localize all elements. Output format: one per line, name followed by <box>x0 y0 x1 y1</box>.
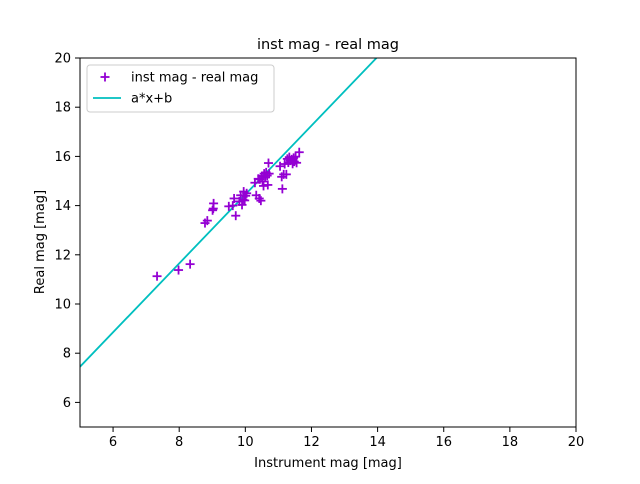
y-axis-ticks: 6 8 10 12 14 16 18 20 <box>54 52 80 411</box>
fit-line-layer <box>80 58 378 368</box>
data-point <box>277 184 287 194</box>
legend-label-scatter: inst mag - real mag <box>131 71 258 86</box>
x-tick-label: 20 <box>568 435 585 450</box>
data-point <box>294 147 304 157</box>
y-tick-label: 20 <box>54 52 71 67</box>
chart-title: inst mag - real mag <box>257 37 399 53</box>
x-axis-ticks: 6 8 10 12 14 16 18 20 <box>109 427 584 450</box>
data-point <box>262 171 272 181</box>
legend-label-fit: a*x+b <box>131 92 172 107</box>
data-point <box>275 161 285 171</box>
y-tick-label: 8 <box>63 347 71 362</box>
x-tick-label: 6 <box>109 435 117 450</box>
data-point <box>229 193 239 203</box>
data-point <box>256 196 266 206</box>
data-point <box>202 216 212 226</box>
x-axis-label: Instrument mag [mag] <box>254 456 402 471</box>
x-tick-label: 18 <box>502 435 519 450</box>
data-point <box>152 271 162 281</box>
data-point <box>263 158 273 168</box>
x-tick-label: 12 <box>303 435 320 450</box>
y-axis-label: Real mag [mag] <box>33 190 48 294</box>
data-point <box>281 169 291 179</box>
data-point <box>185 259 195 269</box>
y-tick-label: 6 <box>63 396 71 411</box>
x-tick-label: 14 <box>369 435 386 450</box>
plot-frame <box>79 57 577 428</box>
legend: inst mag - real mag a*x+b <box>86 64 275 113</box>
data-point <box>263 180 273 190</box>
data-point <box>209 198 219 208</box>
y-tick-label: 12 <box>54 248 71 263</box>
legend-box <box>86 64 275 113</box>
x-tick-label: 8 <box>175 435 183 450</box>
y-tick-label: 14 <box>54 199 71 214</box>
y-tick-label: 18 <box>54 101 71 116</box>
y-tick-label: 16 <box>54 150 71 165</box>
x-tick-label: 10 <box>237 435 254 450</box>
data-points-layer <box>152 147 304 281</box>
data-point <box>174 265 184 275</box>
data-point <box>240 195 250 205</box>
data-point <box>260 173 270 183</box>
data-point <box>231 211 241 221</box>
data-point <box>242 188 252 198</box>
x-tick-label: 16 <box>435 435 452 450</box>
data-point <box>259 181 269 191</box>
data-point <box>228 201 238 211</box>
y-tick-label: 10 <box>54 298 71 313</box>
plot-background <box>80 58 576 427</box>
fit-line <box>80 58 378 368</box>
legend-marker-scatter-icon <box>100 72 110 82</box>
data-point <box>264 169 274 179</box>
data-point <box>292 158 302 168</box>
